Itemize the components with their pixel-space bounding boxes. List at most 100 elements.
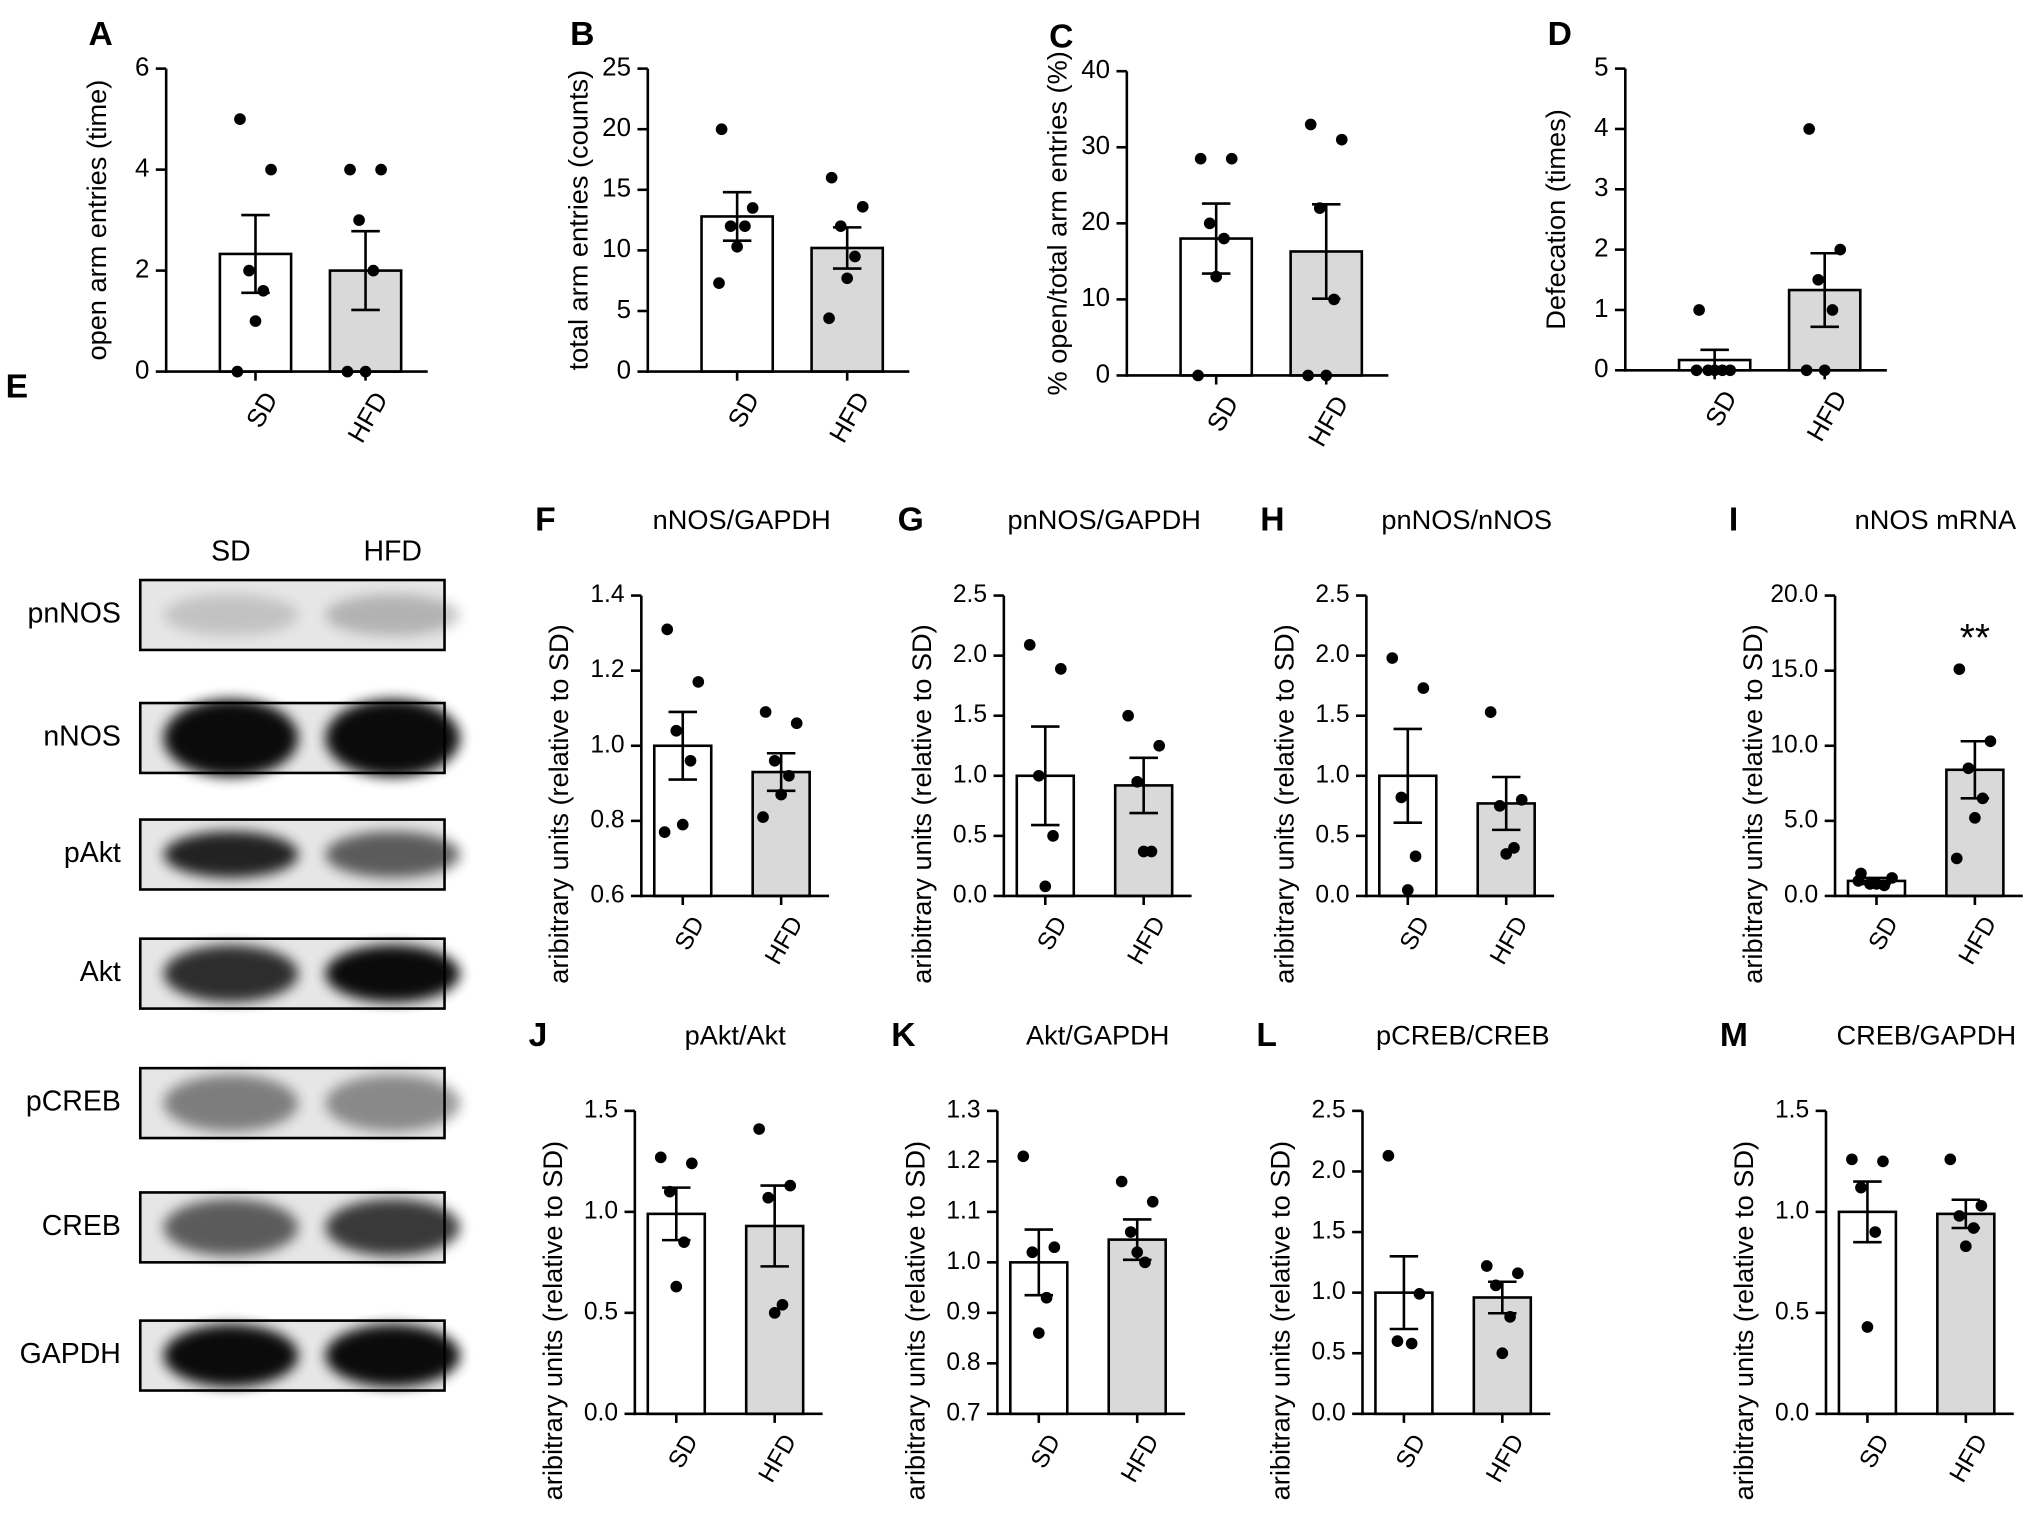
data-point (849, 250, 861, 263)
y-tick-label: 1.1 (946, 1197, 980, 1224)
y-axis-label: % open/total arm entries (%) (1042, 51, 1073, 395)
data-point (1962, 762, 1975, 775)
panel-label: G (898, 502, 924, 539)
data-point (1834, 243, 1847, 256)
data-point (1048, 1241, 1061, 1254)
data-point (353, 214, 365, 226)
data-point (739, 220, 751, 232)
data-point (1386, 652, 1399, 664)
x-tick-label: SD (1391, 1430, 1431, 1473)
data-point (1812, 273, 1825, 286)
data-point (670, 1280, 683, 1293)
data-point (746, 202, 759, 214)
x-tick-label: HFD (754, 1430, 803, 1487)
y-tick-label: 1.2 (590, 656, 624, 683)
data-point (1146, 1195, 1159, 1208)
data-point (1944, 1153, 1957, 1166)
y-tick-label: 0.7 (946, 1399, 980, 1426)
data-point (1203, 217, 1216, 230)
blot-row-label: nNOS (43, 721, 121, 753)
blot-band (325, 699, 461, 777)
data-point (1210, 270, 1223, 283)
data-point (1137, 845, 1150, 858)
data-point (265, 163, 277, 176)
data-point (1984, 735, 1997, 748)
y-tick-label: 1 (1594, 295, 1608, 323)
data-point (1493, 800, 1506, 812)
blot-band (325, 1074, 461, 1132)
panel-label: D (1548, 16, 1572, 53)
data-point (856, 200, 869, 213)
y-tick-label: 0.5 (1775, 1298, 1809, 1325)
x-tick-label: SD (670, 912, 710, 955)
blot-band (163, 831, 299, 878)
y-tick-label: 20 (1081, 208, 1110, 236)
data-point (663, 1185, 676, 1198)
y-tick-label: 0.5 (1315, 821, 1349, 848)
panel-label: J (529, 1017, 548, 1054)
x-tick-label: SD (723, 388, 765, 433)
y-tick-label: 1.2 (946, 1147, 980, 1174)
y-tick-label: 0.0 (1784, 881, 1818, 908)
data-point (1959, 1240, 1972, 1253)
panel-title: pnNOS/nNOS (1381, 504, 1552, 535)
panel-label: E (6, 368, 28, 405)
data-point (731, 240, 743, 253)
data-point (1017, 1150, 1030, 1163)
data-point (784, 1179, 797, 1192)
panel-label: M (1720, 1017, 1748, 1054)
y-tick-label: 0.9 (946, 1298, 980, 1325)
data-point (1395, 791, 1408, 804)
y-tick-label: 1.5 (1775, 1096, 1809, 1123)
data-point (1855, 1181, 1867, 1194)
panel-title: pCREB/CREB (1376, 1019, 1550, 1050)
data-point (1950, 852, 1963, 865)
data-point (759, 706, 772, 718)
data-point (1115, 1175, 1128, 1188)
data-point (1490, 1279, 1502, 1292)
data-point (1953, 1210, 1966, 1222)
y-tick-label: 25 (602, 53, 631, 81)
y-tick-label: 1.5 (584, 1096, 618, 1123)
data-point (1047, 830, 1059, 842)
y-axis-label: aribitrary units (relative to SD) (1264, 1141, 1295, 1500)
y-tick-label: 2 (135, 255, 149, 283)
y-tick-label: 0 (1594, 355, 1608, 383)
data-point (692, 676, 705, 688)
data-point (231, 365, 244, 378)
data-point (1405, 1337, 1418, 1350)
x-tick-label: HFD (825, 388, 876, 448)
blot-bands (163, 1074, 461, 1132)
data-point (1870, 878, 1883, 890)
y-tick-label: 1.0 (953, 761, 987, 788)
data-point (344, 163, 356, 176)
data-point (1953, 663, 1966, 675)
data-point (341, 365, 354, 378)
data-point (1391, 1335, 1404, 1347)
blot-band (163, 594, 299, 636)
y-tick-label: 15 (602, 175, 631, 203)
data-point (1192, 369, 1204, 382)
data-point (1040, 1291, 1053, 1304)
x-tick-label: HFD (1945, 1430, 1994, 1487)
data-point (1967, 1222, 1980, 1234)
data-point (1023, 639, 1036, 651)
x-tick-label: HFD (1954, 912, 2003, 969)
data-point (753, 1123, 765, 1135)
data-point (1846, 1153, 1858, 1166)
data-point (249, 315, 262, 327)
data-point (684, 754, 697, 767)
data-point (1852, 875, 1865, 887)
y-tick-label: 1.5 (1311, 1218, 1345, 1245)
y-axis-label: Defecation (times) (1540, 109, 1571, 329)
data-point (1512, 1267, 1524, 1280)
x-tick-label: SD (1202, 391, 1244, 436)
data-point (757, 811, 769, 823)
data-point (1800, 364, 1813, 377)
y-tick-label: 0.0 (1311, 1399, 1345, 1426)
data-point (1328, 293, 1340, 306)
y-axis-label: aribitrary units (relative to SD) (537, 1141, 568, 1500)
y-tick-label: 1.0 (584, 1197, 618, 1224)
data-point (1708, 364, 1721, 377)
y-tick-label: 0.6 (590, 881, 624, 908)
